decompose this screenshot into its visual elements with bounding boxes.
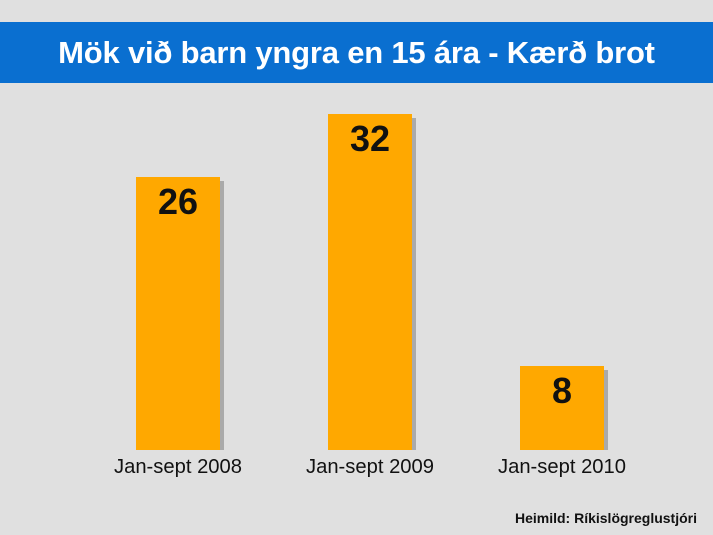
category-label-3: Jan-sept 2010 — [498, 456, 626, 478]
title-banner: Mök við barn yngra en 15 ára - Kærð brot — [0, 22, 713, 83]
chart-title: Mök við barn yngra en 15 ára - Kærð brot — [58, 34, 655, 70]
value-label-3: 8 — [552, 370, 572, 411]
category-label-2: Jan-sept 2009 — [306, 456, 434, 478]
category-label-1: Jan-sept 2008 — [114, 456, 242, 478]
bar-2 — [328, 114, 412, 450]
value-label-2: 32 — [350, 118, 390, 159]
source-note: Heimild: Ríkislögreglustjóri — [514, 510, 697, 526]
value-label-1: 26 — [158, 181, 198, 222]
bar-3 — [520, 366, 604, 450]
bar-1 — [136, 177, 220, 450]
